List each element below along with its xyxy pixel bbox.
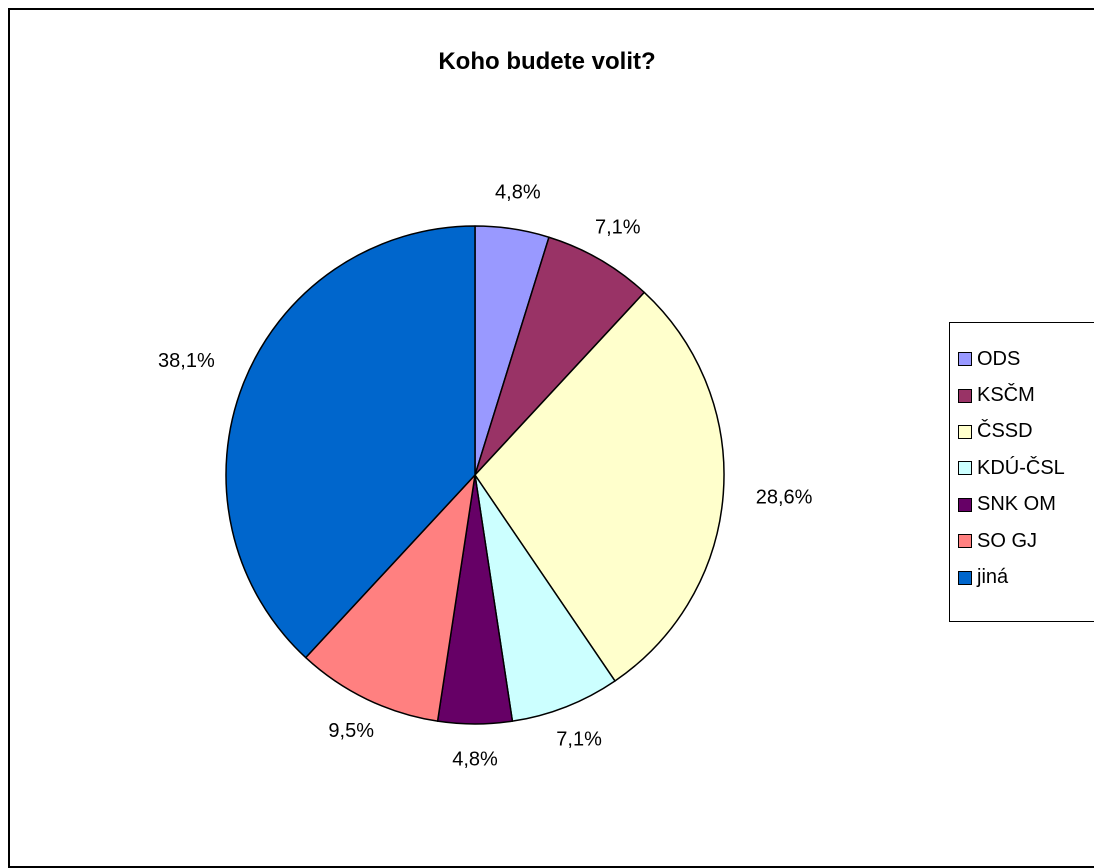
legend-swatch	[958, 352, 972, 367]
legend-item: ODS	[950, 341, 1094, 377]
legend-item: KDÚ-ČSL	[950, 450, 1094, 486]
legend-label: KDÚ-ČSL	[977, 456, 1065, 479]
legend-item: jiná	[950, 559, 1094, 595]
pie-slice--ssd	[474, 291, 725, 682]
pie-slices	[225, 225, 725, 725]
legend-item: KSČM	[950, 377, 1094, 413]
legend-label: KSČM	[977, 384, 1035, 407]
legend-label: jiná	[977, 566, 1009, 589]
pie-slice-jin-	[225, 225, 476, 659]
data-label--ssd: 28,6%	[756, 487, 813, 509]
legend-swatch	[958, 570, 972, 585]
legend-swatch	[958, 497, 972, 512]
chart-title: Koho budete volit?	[438, 48, 656, 75]
legend: ODS KSČM ČSSD KDÚ-ČSL SNK OM SO GJ jiná	[949, 322, 1094, 622]
legend-label: ČSSD	[977, 420, 1033, 443]
pie-slice-kd-sl	[474, 474, 616, 722]
pie-slice-ks-m	[474, 236, 646, 476]
data-label-kd-sl: 7,1%	[556, 729, 602, 751]
legend-label: SNK OM	[977, 493, 1056, 516]
legend-item: ČSSD	[950, 414, 1094, 450]
data-label-jin-: 38,1%	[158, 350, 215, 372]
pie-chart: 4,8% 7,1% 28,6% 7,1% 4,8% 9,5% 38,1%	[158, 182, 813, 771]
legend-swatch	[958, 534, 972, 549]
data-label-ks-m: 7,1%	[595, 217, 641, 239]
legend-label: ODS	[977, 347, 1021, 370]
legend-item: SO GJ	[950, 523, 1094, 559]
legend-swatch	[958, 461, 972, 476]
data-label-snk-om: 4,8%	[452, 748, 498, 770]
data-label-ods: 4,8%	[495, 182, 541, 204]
legend-item: SNK OM	[950, 487, 1094, 523]
data-label-so-gj: 9,5%	[328, 720, 374, 742]
legend-swatch	[958, 424, 972, 439]
legend-label: SO GJ	[977, 529, 1038, 552]
pie-data-labels: 4,8% 7,1% 28,6% 7,1% 4,8% 9,5% 38,1%	[158, 182, 813, 771]
pie-slice-so-gj	[304, 474, 476, 722]
legend-swatch	[958, 388, 972, 403]
